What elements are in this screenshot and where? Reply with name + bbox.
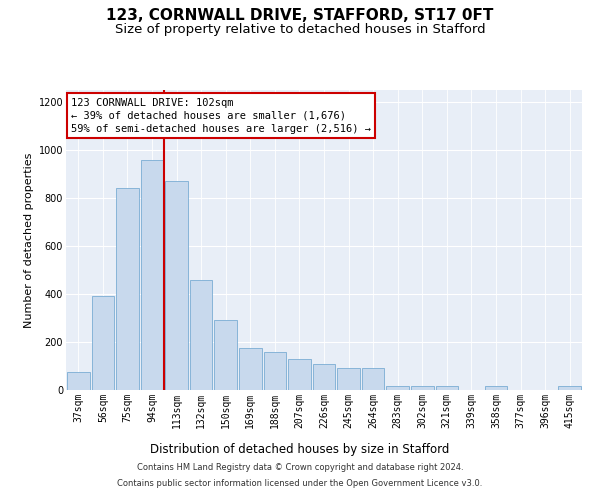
Text: Distribution of detached houses by size in Stafford: Distribution of detached houses by size … <box>151 442 449 456</box>
Bar <box>116 188 139 390</box>
Bar <box>140 160 163 390</box>
Bar <box>411 386 434 390</box>
Text: Contains HM Land Registry data © Crown copyright and database right 2024.: Contains HM Land Registry data © Crown c… <box>137 464 463 472</box>
Y-axis label: Number of detached properties: Number of detached properties <box>25 152 34 328</box>
Text: Size of property relative to detached houses in Stafford: Size of property relative to detached ho… <box>115 22 485 36</box>
Bar <box>92 296 114 390</box>
Bar <box>263 352 286 390</box>
Text: 123, CORNWALL DRIVE, STAFFORD, ST17 0FT: 123, CORNWALL DRIVE, STAFFORD, ST17 0FT <box>106 8 494 22</box>
Bar <box>362 368 385 390</box>
Bar <box>214 320 237 390</box>
Bar <box>190 280 212 390</box>
Bar <box>67 372 89 390</box>
Bar <box>313 364 335 390</box>
Bar <box>485 386 508 390</box>
Bar <box>337 368 360 390</box>
Bar <box>288 359 311 390</box>
Bar <box>239 348 262 390</box>
Bar <box>386 386 409 390</box>
Bar <box>559 386 581 390</box>
Text: Contains public sector information licensed under the Open Government Licence v3: Contains public sector information licen… <box>118 478 482 488</box>
Bar <box>165 181 188 390</box>
Bar <box>436 386 458 390</box>
Text: 123 CORNWALL DRIVE: 102sqm
← 39% of detached houses are smaller (1,676)
59% of s: 123 CORNWALL DRIVE: 102sqm ← 39% of deta… <box>71 98 371 134</box>
